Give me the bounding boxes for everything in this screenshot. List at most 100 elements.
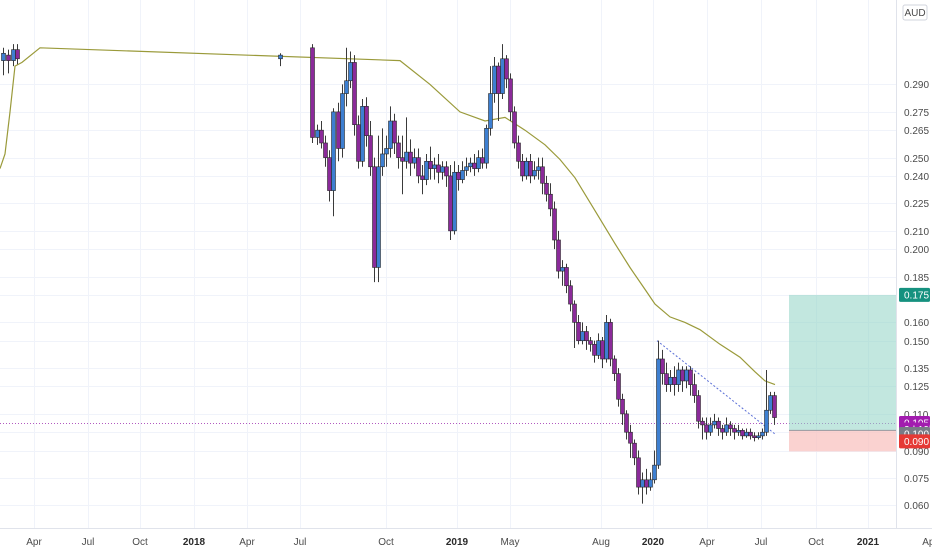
candle-body (504, 58, 509, 80)
candle-body (612, 358, 617, 374)
x-tick-label: Jul (82, 537, 95, 548)
candle (680, 366, 685, 392)
x-tick-label: Oct (132, 537, 148, 548)
candle-body (732, 428, 737, 433)
candle (356, 115, 361, 169)
x-tick-label: Jul (755, 537, 768, 548)
candle (636, 450, 641, 495)
candle-body (592, 344, 597, 356)
x-tick-label: Oct (808, 537, 824, 548)
trendline-segment[interactable] (656, 340, 776, 435)
candle-body (420, 175, 425, 180)
candle (548, 183, 553, 217)
price-tag-label: 0.175 (904, 290, 929, 301)
candle-body (15, 49, 20, 60)
candle-body (323, 142, 328, 158)
candle-body (456, 171, 461, 180)
candle (732, 424, 737, 440)
candle (560, 260, 565, 286)
candle (500, 44, 505, 100)
descending-trendline[interactable] (656, 340, 776, 435)
candle (315, 124, 320, 145)
candle-body (704, 424, 709, 433)
candle-body (724, 424, 729, 433)
candle-body (327, 157, 332, 191)
stop-zone[interactable] (789, 430, 896, 452)
candle-body (376, 166, 381, 268)
candle (688, 366, 693, 396)
candle-body (464, 166, 469, 171)
candle (628, 424, 633, 458)
candle (544, 175, 549, 202)
candle (572, 300, 577, 349)
y-tick-label: 0.135 (904, 364, 929, 375)
price-tag: 0.090 (899, 434, 930, 449)
candle (476, 150, 481, 173)
candle (740, 428, 745, 440)
candle-body (748, 431, 753, 437)
candle-body (368, 135, 373, 168)
candle (323, 135, 328, 167)
candle-body (632, 442, 637, 459)
candle (468, 157, 473, 173)
candle (512, 106, 517, 149)
candle-body (560, 267, 565, 272)
currency-badge[interactable]: AUD (902, 4, 928, 21)
candle-body (580, 331, 585, 341)
candle (392, 113, 397, 154)
candle-body (388, 120, 393, 149)
candle-body (640, 479, 645, 488)
candle-body (364, 106, 369, 136)
long-position-tool[interactable] (789, 294, 896, 452)
candle-body (344, 80, 349, 94)
candle (516, 135, 521, 169)
y-tick-label: 0.060 (904, 501, 929, 512)
target-zone[interactable] (789, 294, 896, 431)
candle-body (396, 142, 401, 158)
candle-body (372, 166, 377, 268)
candle (568, 280, 573, 312)
candle-body (500, 58, 505, 94)
candle-body (636, 457, 641, 488)
candle (744, 428, 749, 438)
candle-body (336, 111, 341, 149)
candle (708, 417, 713, 436)
candle (376, 135, 381, 283)
candle (616, 368, 621, 407)
candle (772, 391, 777, 425)
candle-body (768, 395, 773, 411)
y-tick-label: 0.200 (904, 245, 929, 256)
time-axis[interactable]: Apr Jul Oct 2018 Apr Jul Oct 2019 May Aug 2020 Apr J… (26, 537, 932, 548)
candle-body (772, 395, 777, 418)
candle-body (620, 398, 625, 415)
candle (676, 362, 681, 392)
candle (11, 44, 16, 67)
candle (344, 47, 349, 107)
candle (752, 432, 757, 442)
price-tag-label: 0.090 (904, 437, 929, 448)
candle-body (384, 148, 389, 155)
candle-body (608, 322, 613, 360)
price-tag: 0.175 (899, 287, 930, 302)
ma-path (0, 47, 776, 386)
candle-body (760, 431, 765, 437)
candle (764, 369, 769, 436)
candle-body (552, 208, 557, 241)
candle (15, 44, 20, 65)
candle-body (315, 129, 320, 138)
y-tick-label: 0.240 (904, 172, 929, 183)
candle-body (540, 166, 545, 184)
x-tick-label: Apr (922, 537, 932, 548)
candle (748, 428, 753, 440)
candle-body (1, 52, 6, 61)
candle (310, 44, 315, 143)
candle (364, 97, 369, 147)
currency-label: AUD (904, 8, 925, 19)
candle-body (656, 358, 661, 466)
candle (464, 157, 469, 176)
candle-body (668, 376, 673, 385)
candle (428, 146, 433, 180)
candle (552, 201, 557, 250)
candle-body (532, 170, 537, 177)
